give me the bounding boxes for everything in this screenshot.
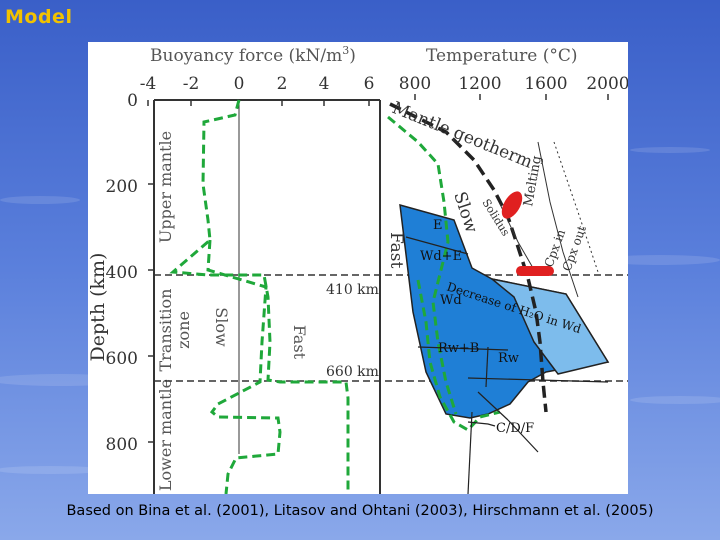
melt-zone-410 [516, 266, 554, 276]
phase-wd: Wd [440, 293, 462, 308]
slow-geotherm-line [387, 115, 458, 415]
depth-tick: 400 [106, 263, 138, 283]
buoyancy-profile-1 [169, 99, 350, 494]
phase-wd-e: Wd+E [420, 249, 462, 264]
buoyancy-plot: Buoyancy force (kN/m3) -4 -2 0 2 4 6 0 2… [88, 44, 628, 494]
label-slow-left: Slow [212, 307, 231, 347]
buoyancy-tick: -2 [183, 74, 200, 94]
slab-warm [491, 278, 610, 375]
temperature-tick: 1200 [458, 74, 501, 94]
zone-upper-mantle: Upper mantle [156, 131, 175, 243]
label-fast-right: Fast [386, 232, 406, 269]
buoyancy-axis-title: Buoyancy force (kN/m3) [150, 44, 356, 66]
phase-rw-b: Rw+B [438, 341, 479, 356]
temperature-axis-title: Temperature (°C) [426, 46, 578, 66]
slide-title: Model [5, 6, 73, 28]
cpx-line [553, 141, 599, 273]
mantle-geotherm-line [389, 102, 548, 413]
phase-e: E [433, 218, 443, 233]
depth-tick: 200 [106, 177, 138, 197]
slide-caption: Based on Bina et al. (2001), Litasov and… [66, 503, 654, 519]
buoyancy-tick: 2 [277, 74, 288, 94]
buoyancy-tick: 4 [319, 74, 330, 94]
melt-zone-upper [501, 191, 523, 219]
phase-rw: Rw [498, 351, 519, 366]
cdf-pointer [467, 421, 496, 427]
temperature-tick: 1600 [524, 74, 567, 94]
zone-transition-2: zone [174, 311, 193, 349]
fast-geotherm-line [416, 279, 501, 432]
buoyancy-tick: -4 [140, 74, 157, 94]
figure-panel: Buoyancy force (kN/m3) -4 -2 0 2 4 6 0 2… [88, 42, 628, 494]
depth-tick: 0 [127, 91, 138, 111]
depth-tick: 800 [106, 435, 138, 455]
depth-tick: 600 [106, 349, 138, 369]
temperature-tick: 2000 [586, 74, 628, 94]
buoyancy-tick: 6 [364, 74, 375, 94]
zone-lower-mantle: Lower mantle [156, 379, 175, 491]
buoyancy-tick: 0 [234, 74, 245, 94]
label-fast-left: Fast [290, 325, 309, 360]
label-660: 660 km [326, 364, 379, 380]
temperature-tick: 800 [399, 74, 431, 94]
depth-axis-label: Depth (km) [88, 253, 109, 362]
buoyancy-profile-2 [206, 239, 282, 494]
phase-cdf: C/D/F [496, 421, 534, 436]
label-410: 410 km [326, 282, 379, 298]
zone-transition: Transition [156, 289, 175, 372]
melting-line [537, 141, 579, 298]
